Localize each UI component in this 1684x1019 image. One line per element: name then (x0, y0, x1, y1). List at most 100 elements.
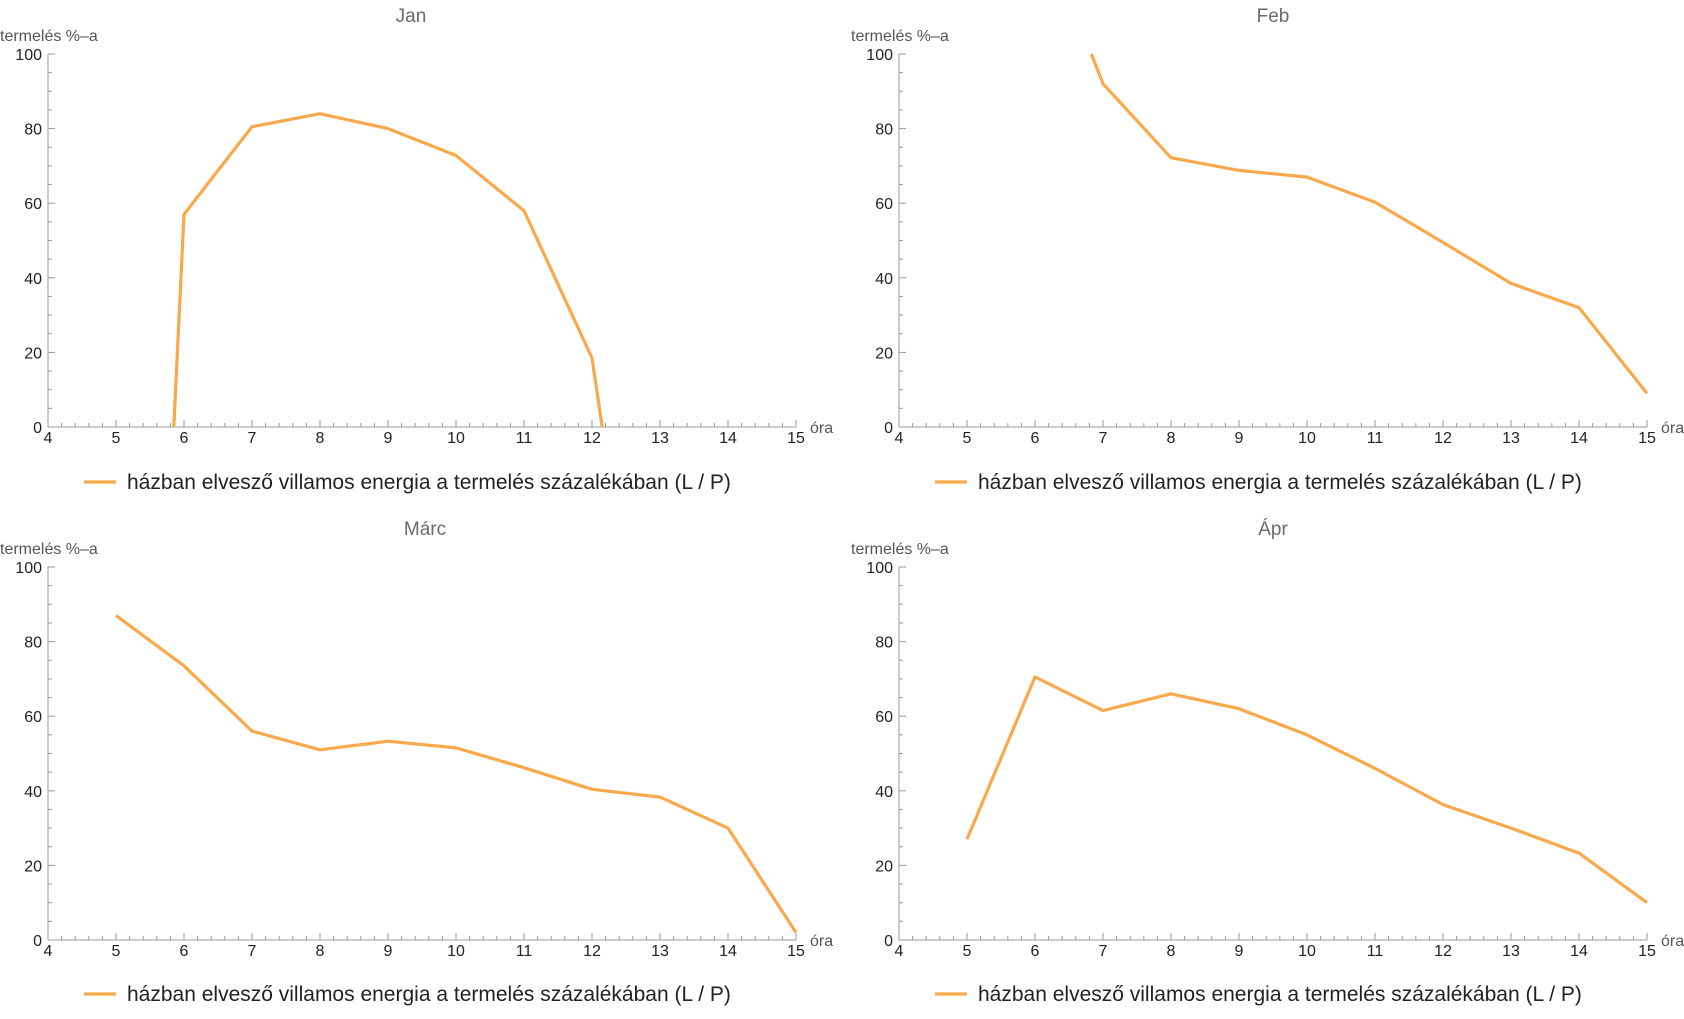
x-tick-label: 14 (1570, 943, 1588, 960)
x-tick-label: 8 (316, 430, 325, 447)
x-tick-label: 10 (1298, 943, 1316, 960)
y-tick-label: 0 (33, 420, 42, 437)
x-tick-label: 7 (1099, 943, 1108, 960)
x-tick-label: 11 (1367, 430, 1384, 447)
y-axis-label: termelés %–a (0, 541, 98, 558)
x-tick-label: 12 (1434, 430, 1452, 447)
x-tick-label: 13 (651, 430, 669, 447)
legend: házban elvesző villamos energia a termel… (935, 983, 1582, 1006)
y-tick-label: 80 (24, 635, 42, 652)
x-tick-label: 7 (248, 943, 257, 960)
y-tick-label: 80 (24, 122, 42, 139)
x-tick-label: 5 (963, 430, 972, 447)
y-tick-label: 40 (875, 271, 893, 288)
x-tick-label: 14 (719, 943, 737, 960)
x-tick-label: 9 (384, 430, 393, 447)
series-line (965, 675, 1648, 904)
y-tick-label: 60 (875, 196, 893, 213)
y-tick-label: 80 (875, 122, 893, 139)
x-tick-label: 13 (1502, 430, 1520, 447)
x-tick-label: 8 (316, 943, 325, 960)
series-line (1089, 53, 1649, 395)
x-axis-label: óra (1661, 420, 1684, 437)
y-axis-label: termelés %–a (851, 28, 949, 45)
y-axis-label: termelés %–a (851, 541, 949, 558)
legend-label: házban elvesző villamos energia a termel… (978, 983, 1582, 1006)
chart-panel: Márc 4 5 6 7 8 9 10 11 12 13 14 15 0 20 40 60 80 100 termel… (0, 519, 833, 1006)
x-tick-label: 4 (895, 943, 904, 960)
x-tick-label: 11 (1367, 943, 1384, 960)
x-tick-label: 11 (516, 943, 533, 960)
y-tick-label: 100 (15, 560, 42, 577)
x-tick-label: 4 (44, 943, 53, 960)
x-tick-label: 14 (719, 430, 737, 447)
x-tick-label: 5 (112, 943, 121, 960)
x-tick-label: 10 (447, 430, 465, 447)
chart-panel: Jan 4 5 6 7 8 9 10 11 12 13 14 15 0 20 40 60 80 100 termelé… (0, 6, 833, 494)
series-line (115, 614, 798, 934)
x-tick-label: 6 (180, 943, 189, 960)
legend-label: házban elvesző villamos energia a termel… (978, 471, 1582, 494)
y-tick-label: 100 (866, 560, 893, 577)
series-line (172, 112, 604, 428)
y-tick-label: 0 (33, 933, 42, 950)
y-tick-label: 80 (875, 635, 893, 652)
chart-title: Jan (396, 6, 427, 27)
x-tick-label: 6 (1031, 430, 1040, 447)
x-tick-label: 9 (384, 943, 393, 960)
y-tick-label: 20 (24, 858, 42, 875)
x-tick-label: 8 (1167, 943, 1176, 960)
x-tick-label: 9 (1235, 430, 1244, 447)
y-tick-label: 0 (884, 933, 893, 950)
x-tick-label: 13 (651, 943, 669, 960)
chart-title: Feb (1257, 6, 1290, 27)
x-axis-label: óra (810, 933, 833, 950)
legend-label: házban elvesző villamos energia a termel… (127, 983, 731, 1006)
x-tick-label: 8 (1167, 430, 1176, 447)
x-tick-label: 7 (248, 430, 257, 447)
y-tick-label: 20 (24, 345, 42, 362)
x-axis-label: óra (810, 420, 833, 437)
y-tick-label: 60 (24, 709, 42, 726)
x-tick-label: 4 (44, 430, 53, 447)
x-tick-label: 10 (447, 943, 465, 960)
x-tick-label: 15 (1638, 430, 1656, 447)
chart-panel: Ápr 4 5 6 7 8 9 10 11 12 13 14 15 0 20 40 60 80 100 termelé… (851, 519, 1684, 1006)
y-tick-label: 40 (24, 271, 42, 288)
y-tick-label: 20 (875, 858, 893, 875)
y-tick-label: 60 (875, 709, 893, 726)
x-tick-label: 12 (1434, 943, 1452, 960)
y-tick-label: 60 (24, 196, 42, 213)
chart-title: Ápr (1258, 519, 1288, 540)
x-tick-label: 15 (1638, 943, 1656, 960)
x-tick-label: 15 (787, 943, 805, 960)
y-tick-label: 40 (24, 784, 42, 801)
x-tick-label: 5 (112, 430, 121, 447)
legend: házban elvesző villamos energia a termel… (84, 983, 731, 1006)
x-tick-label: 15 (787, 430, 805, 447)
y-tick-label: 100 (866, 47, 893, 64)
y-tick-label: 100 (15, 47, 42, 64)
x-tick-label: 12 (583, 943, 601, 960)
chart-panel: Feb 4 5 6 7 8 9 10 11 12 13 14 15 0 20 40 60 80 100 termelé… (851, 6, 1684, 494)
x-tick-label: 6 (180, 430, 189, 447)
legend: házban elvesző villamos energia a termel… (84, 471, 731, 494)
legend-label: házban elvesző villamos energia a termel… (127, 471, 731, 494)
y-tick-label: 20 (875, 345, 893, 362)
x-axis-label: óra (1661, 933, 1684, 950)
x-tick-label: 7 (1099, 430, 1108, 447)
y-tick-label: 40 (875, 784, 893, 801)
x-tick-label: 6 (1031, 943, 1040, 960)
legend: házban elvesző villamos energia a termel… (935, 471, 1582, 494)
y-axis-label: termelés %–a (0, 28, 98, 45)
chart-title: Márc (404, 519, 446, 540)
x-tick-label: 9 (1235, 943, 1244, 960)
y-tick-label: 0 (884, 420, 893, 437)
x-tick-label: 12 (583, 430, 601, 447)
x-tick-label: 14 (1570, 430, 1588, 447)
x-tick-label: 5 (963, 943, 972, 960)
x-tick-label: 13 (1502, 943, 1520, 960)
x-tick-label: 4 (895, 430, 904, 447)
x-tick-label: 10 (1298, 430, 1316, 447)
